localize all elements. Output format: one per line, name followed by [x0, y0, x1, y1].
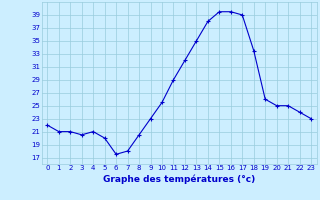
X-axis label: Graphe des températures (°c): Graphe des températures (°c) — [103, 174, 255, 184]
